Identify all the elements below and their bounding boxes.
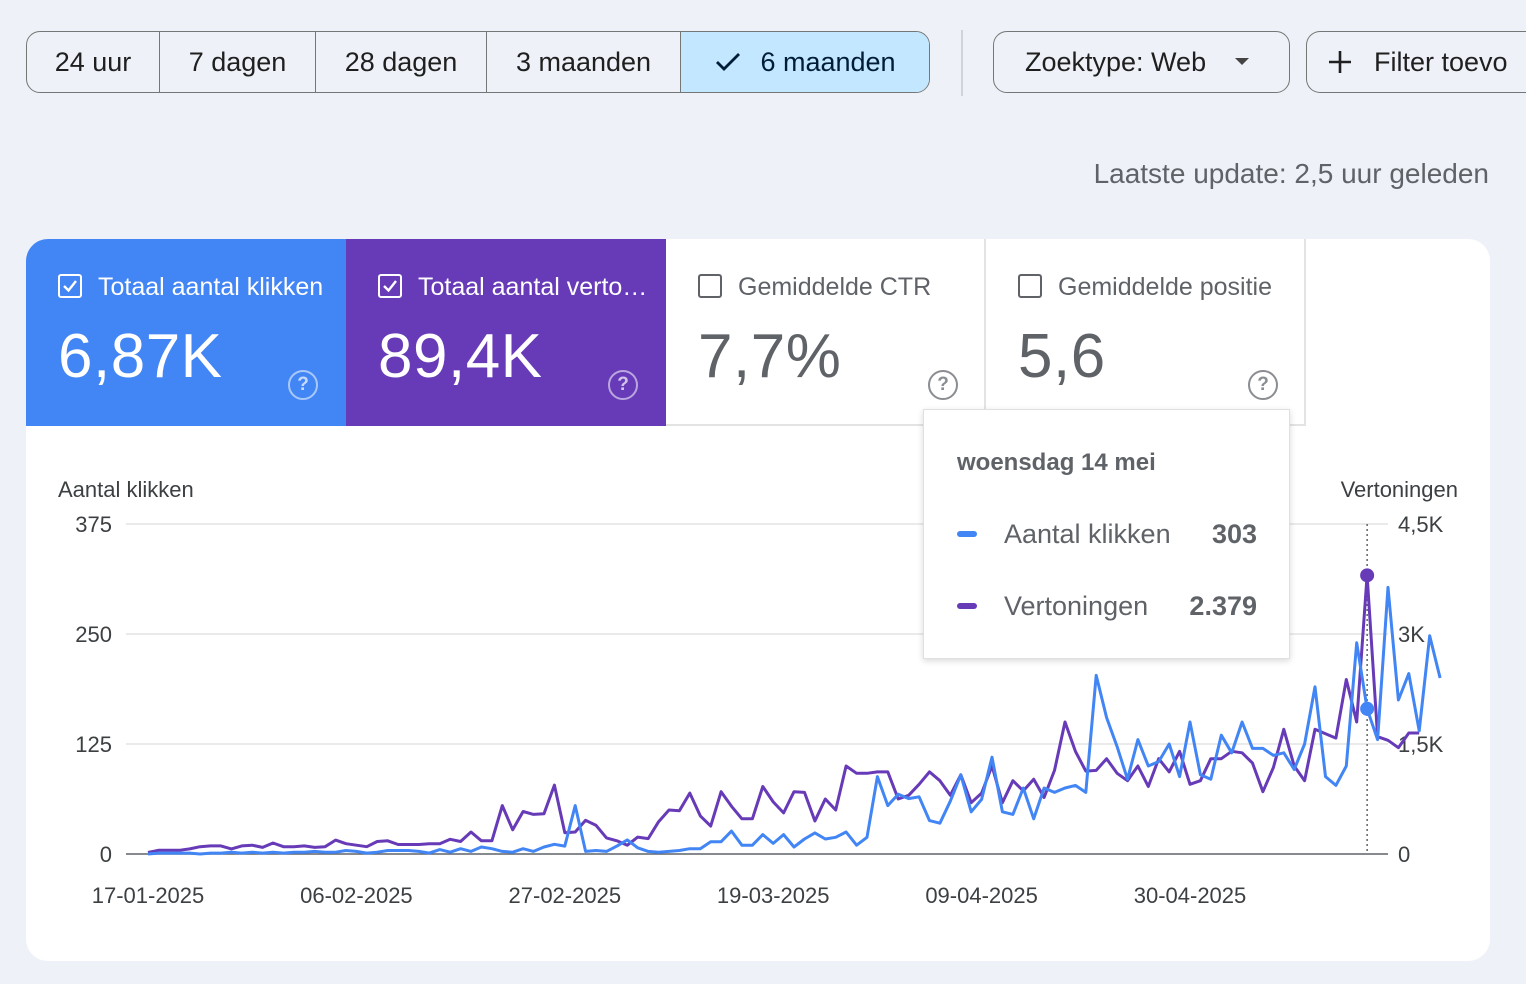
x-tick-label: 09-04-2025 [925, 883, 1038, 908]
tooltip-impressions-label: Vertoningen [1004, 590, 1149, 621]
right-axis-title: Vertoningen [1340, 477, 1458, 502]
tooltip-clicks-label: Aantal klikken [1004, 518, 1171, 549]
x-tick-label: 19-03-2025 [717, 883, 830, 908]
range-24h-button[interactable]: 24 uur [27, 32, 160, 92]
x-tick-label: 30-04-2025 [1134, 883, 1247, 908]
range-7d-label: 7 dagen [188, 46, 287, 77]
range-3m-label: 3 maanden [515, 46, 652, 77]
tooltip-clicks-value: 303 [1211, 518, 1257, 549]
toolbar-divider [961, 30, 963, 96]
metric-position-value: 5,6 [1018, 322, 1106, 391]
range-6m-label: 6 maanden [760, 46, 896, 77]
clicks-hover-point [1360, 701, 1375, 716]
metric-ctr-value: 7,7% [698, 322, 842, 391]
plus-icon [1326, 48, 1354, 76]
help-icon[interactable]: ? [608, 370, 638, 400]
checkbox-unchecked-icon[interactable] [698, 274, 722, 298]
range-28d-label: 28 dagen [344, 46, 458, 77]
y-left-tick-label: 375 [75, 512, 112, 537]
chart-tooltip: woensdag 14 mei Aantal klikken 303 Verto… [923, 409, 1290, 659]
clicks-legend-swatch [957, 531, 977, 537]
metric-clicks-tile[interactable]: Totaal aantal klikken 6,87K ? [26, 239, 346, 426]
tooltip-date: woensdag 14 mei [957, 449, 1156, 476]
range-24h-label: 24 uur [54, 46, 132, 77]
range-28d-button[interactable]: 28 dagen [316, 32, 487, 92]
y-left-tick-label: 125 [75, 732, 112, 757]
x-tick-label: 27-02-2025 [509, 883, 622, 908]
metric-impressions-value: 89,4K [378, 322, 543, 391]
metric-ctr-tile[interactable]: Gemiddelde CTR 7,7% ? [666, 239, 986, 426]
checkbox-checked-icon[interactable] [378, 274, 402, 298]
last-update-text: Laatste update: 2,5 uur geleden [1093, 158, 1489, 189]
date-range-selector: 24 uur 7 dagen 28 dagen 3 maanden 6 maan… [26, 31, 930, 93]
range-3m-button[interactable]: 3 maanden [487, 32, 681, 92]
dropdown-arrow-icon [1234, 57, 1250, 67]
help-icon[interactable]: ? [288, 370, 318, 400]
tooltip-impressions-row: Vertoningen 2.379 [957, 589, 1257, 623]
y-left-tick-label: 0 [100, 842, 112, 867]
impressions-series-line [147, 573, 1420, 854]
y-left-tick-label: 250 [75, 622, 112, 647]
x-tick-label: 17-01-2025 [92, 883, 205, 908]
add-filter-button[interactable]: Filter toevo [1306, 31, 1526, 93]
range-7d-button[interactable]: 7 dagen [160, 32, 316, 92]
checkbox-unchecked-icon[interactable] [1018, 274, 1042, 298]
y-right-tick-label: 3K [1398, 622, 1425, 647]
y-right-tick-label: 0 [1398, 842, 1410, 867]
y-right-tick-label: 4,5K [1398, 512, 1444, 537]
y-right-tick-label: 1,5K [1398, 732, 1444, 757]
impressions-hover-point [1360, 568, 1375, 583]
metric-position-tile[interactable]: Gemiddelde positie 5,6 ? [986, 239, 1306, 426]
tooltip-impressions-value: 2.379 [1189, 590, 1257, 621]
x-tick-label: 06-02-2025 [300, 883, 413, 908]
add-filter-label: Filter toevo [1374, 46, 1508, 77]
metric-impressions-tile[interactable]: Totaal aantal vertoningen 89,4K ? [346, 239, 666, 426]
search-type-dropdown[interactable]: Zoektype: Web [993, 31, 1290, 93]
help-icon[interactable]: ? [1248, 370, 1278, 400]
metric-clicks-value: 6,87K [58, 322, 223, 391]
range-6m-button[interactable]: 6 maanden [681, 32, 929, 92]
checkbox-checked-icon[interactable] [58, 274, 82, 298]
impressions-legend-swatch [957, 603, 977, 609]
left-axis-title: Aantal klikken [58, 477, 194, 502]
search-type-label: Zoektype: Web [1025, 46, 1207, 77]
tooltip-clicks-row: Aantal klikken 303 [957, 517, 1257, 551]
help-icon[interactable]: ? [928, 370, 958, 400]
check-icon [714, 51, 742, 73]
clicks-series-line [147, 585, 1442, 856]
